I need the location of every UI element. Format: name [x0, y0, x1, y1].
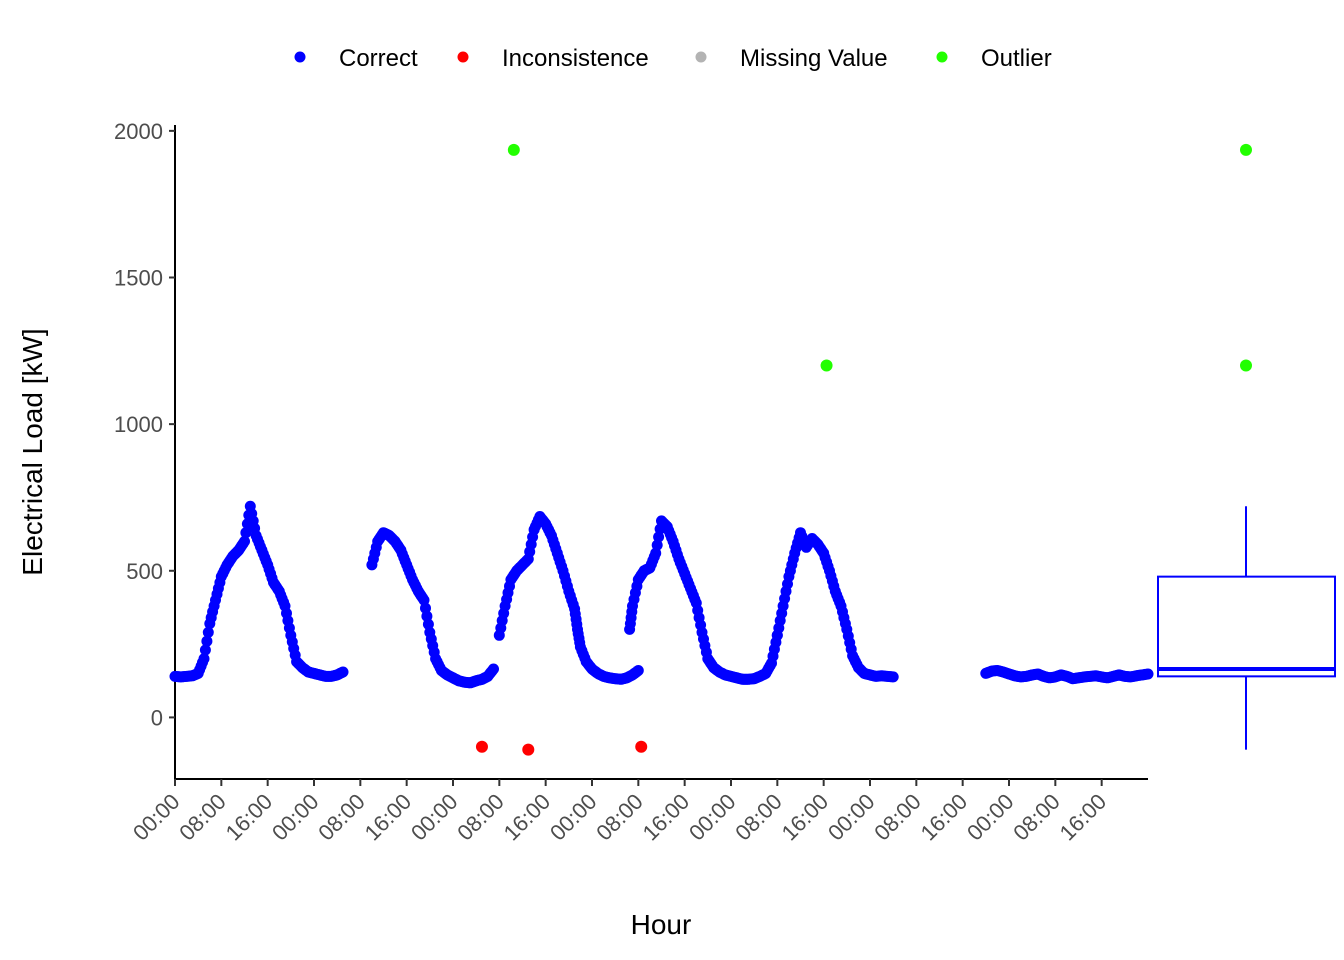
correct-point: [488, 663, 499, 675]
x-tick-label: 16:00: [1055, 789, 1112, 846]
correct-point: [201, 635, 213, 647]
correct-point: [337, 666, 349, 678]
correct-point: [240, 527, 252, 539]
x-tick-label: 00:00: [545, 789, 602, 846]
legend-label: Inconsistence: [502, 45, 649, 72]
x-tick-label: 16:00: [638, 789, 695, 846]
x-tick-label: 16:00: [777, 789, 834, 846]
correct-point: [202, 626, 214, 638]
y-tick-label: 1000: [114, 412, 163, 437]
legend-item: Correct: [294, 45, 418, 72]
boxplot-outlier: [1240, 143, 1252, 156]
y-tick-label: 0: [151, 705, 163, 730]
y-axis: 0 500 1000 1500 2000: [114, 119, 176, 779]
legend-swatch: [695, 51, 707, 63]
x-tick-label: 00:00: [406, 789, 463, 846]
outlier-point: [507, 143, 520, 156]
x-tick-label: 00:00: [684, 789, 741, 846]
x-tick-label: 08:00: [1008, 789, 1065, 846]
legend-swatch: [936, 51, 948, 63]
legend-swatch: [457, 51, 469, 63]
correct-point: [199, 644, 211, 656]
boxplot: [1157, 143, 1336, 750]
inconsistence-point: [522, 743, 535, 756]
y-tick-label: 1500: [114, 266, 163, 291]
x-tick-label: 08:00: [313, 789, 370, 846]
legend-swatch: [294, 51, 306, 63]
correct-point: [198, 653, 210, 665]
legend-item: Missing Value: [695, 45, 888, 72]
correct-point: [1142, 668, 1154, 680]
y-tick-label: 2000: [114, 119, 163, 144]
x-tick-label: 08:00: [174, 789, 231, 846]
x-tick-label: 00:00: [128, 789, 185, 846]
y-axis-title: Electrical Load [kW]: [17, 328, 48, 575]
legend: Correct Inconsistence Missing Value Outlier: [294, 45, 1052, 72]
legend-label: Correct: [339, 45, 418, 72]
legend-item: Outlier: [936, 45, 1052, 72]
correct-point: [632, 665, 644, 676]
correct-point: [887, 671, 899, 683]
correct-point: [651, 539, 663, 551]
x-tick-label: 00:00: [823, 789, 880, 846]
inconsistence-point: [635, 740, 648, 753]
boxplot-box: [1157, 575, 1336, 678]
correct-point: [422, 618, 434, 630]
y-tick-label: 500: [126, 559, 163, 584]
x-axis: 00:0008:0016:0000:0008:0016:0000:0008:00…: [128, 778, 1148, 846]
data-points: [169, 143, 1154, 756]
x-tick-label: 08:00: [591, 789, 648, 846]
x-tick-label: 16:00: [360, 789, 417, 846]
legend-label: Missing Value: [740, 45, 888, 72]
outlier-point: [820, 359, 833, 372]
inconsistence-point: [475, 740, 488, 753]
correct-point: [239, 535, 250, 547]
x-tick-label: 16:00: [916, 789, 973, 846]
boxplot-outlier: [1240, 359, 1252, 372]
x-tick-label: 16:00: [221, 789, 278, 846]
x-tick-label: 00:00: [962, 789, 1019, 846]
legend-item: Inconsistence: [457, 45, 649, 72]
x-tick-label: 00:00: [267, 789, 324, 846]
x-tick-label: 08:00: [452, 789, 509, 846]
x-tick-label: 08:00: [869, 789, 926, 846]
legend-label: Outlier: [981, 45, 1052, 72]
x-axis-title: Hour: [631, 909, 692, 940]
x-tick-label: 16:00: [499, 789, 556, 846]
x-tick-label: 08:00: [730, 789, 787, 846]
